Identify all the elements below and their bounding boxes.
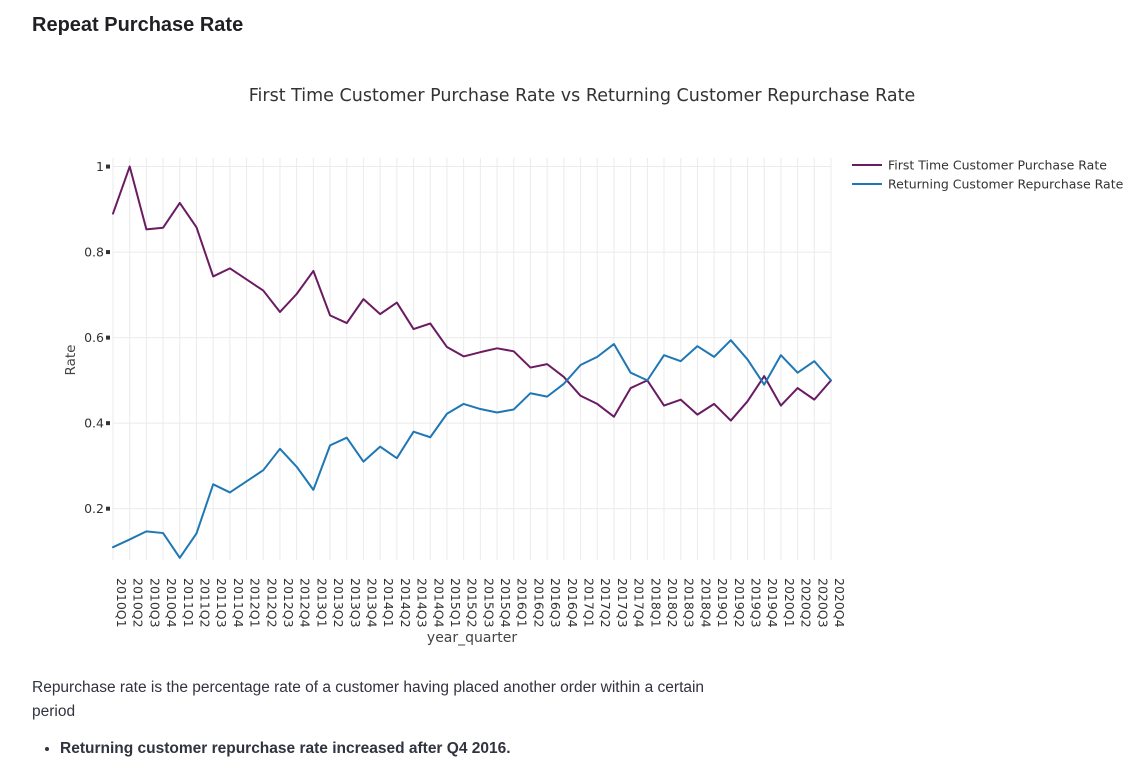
x-tick-label: 2013Q2 [331, 578, 346, 628]
x-tick-label: 2016Q2 [531, 578, 546, 628]
x-tick-label: 2017Q2 [598, 578, 613, 628]
x-tick-label: 2017Q1 [582, 578, 597, 628]
x-tick-label: 2016Q4 [565, 578, 580, 628]
x-tick-label: 2015Q4 [498, 578, 513, 628]
description-text: Repurchase rate is the percentage rate o… [32, 679, 705, 721]
y-axis-title: Rate [63, 345, 79, 376]
x-tick-label: 2011Q3 [214, 578, 229, 628]
x-tick-label: 2012Q3 [281, 578, 296, 628]
y-tick-mark [106, 335, 110, 340]
x-tick-label: 2018Q3 [682, 578, 697, 628]
returning-rate-line [112, 339, 832, 559]
x-tick-label: 2011Q4 [231, 578, 246, 628]
x-axis-title: year_quarter [427, 630, 517, 646]
x-tick-label: 2013Q1 [314, 578, 329, 628]
x-tick-label: 2013Q3 [348, 578, 363, 628]
line-chart: First Time Customer Purchase Rate vs Ret… [63, 86, 1124, 646]
y-tick-label: 0.8 [84, 245, 104, 260]
x-tick-label: 2019Q4 [765, 578, 780, 628]
x-tick-label: 2019Q3 [749, 578, 764, 628]
x-tick-label: 2014Q3 [415, 578, 430, 628]
x-tick-label: 2015Q3 [481, 578, 496, 628]
x-tick-label: 2012Q1 [248, 578, 263, 628]
x-tick-label: 2019Q2 [732, 578, 747, 628]
x-tick-label: 2017Q4 [632, 578, 647, 628]
insight-list: Returning customer repurchase rate incre… [32, 740, 511, 758]
x-tick-label: 2010Q3 [147, 578, 162, 628]
x-tick-label: 2018Q4 [698, 578, 713, 628]
y-tick-mark [106, 506, 110, 511]
y-tick-label: 0.2 [84, 501, 104, 516]
x-tick-label: 2017Q3 [615, 578, 630, 628]
chart-title: First Time Customer Purchase Rate vs Ret… [249, 86, 916, 106]
x-tick-label: 2018Q1 [648, 578, 663, 628]
x-tick-label: 2020Q1 [782, 578, 797, 628]
y-tick-label: 0.6 [84, 330, 104, 345]
x-tick-label: 2020Q2 [799, 578, 814, 628]
y-tick-mark [106, 250, 110, 255]
y-axis: 0.2 0.4 0.6 0.8 1 [84, 159, 110, 516]
x-axis: 2010Q1 2010Q2 2010Q3 2010Q4 2011Q1 2011Q2 2011… [114, 578, 847, 628]
x-tick-label: 2015Q2 [465, 578, 480, 628]
page-heading: Repeat Purchase Rate [32, 14, 244, 36]
y-tick-label: 0.4 [84, 416, 104, 431]
series-lines [112, 165, 832, 559]
x-tick-label: 2014Q4 [431, 578, 446, 628]
x-tick-label: 2012Q2 [264, 578, 279, 628]
insight-item: Returning customer repurchase rate incre… [60, 740, 511, 758]
x-tick-label: 2010Q2 [131, 578, 146, 628]
x-tick-label: 2011Q1 [181, 578, 196, 628]
y-tick-mark [106, 421, 110, 426]
x-tick-label: 2010Q4 [164, 578, 179, 628]
grid [112, 158, 832, 560]
y-tick-label: 1 [96, 159, 104, 174]
x-tick-label: 2016Q1 [515, 578, 530, 628]
first-time-rate-line [112, 165, 832, 422]
legend-label[interactable]: First Time Customer Purchase Rate [888, 158, 1107, 173]
x-tick-label: 2012Q4 [298, 578, 313, 628]
x-tick-label: 2016Q3 [548, 578, 563, 628]
x-tick-label: 2010Q1 [114, 578, 129, 628]
x-tick-label: 2013Q4 [364, 578, 379, 628]
x-tick-label: 2011Q2 [197, 578, 212, 628]
y-tick-mark [106, 164, 110, 169]
x-tick-label: 2019Q1 [715, 578, 730, 628]
x-tick-label: 2020Q4 [832, 578, 847, 628]
x-tick-label: 2014Q1 [381, 578, 396, 628]
x-tick-label: 2014Q2 [398, 578, 413, 628]
legend[interactable]: First Time Customer Purchase Rate Returni… [852, 158, 1124, 192]
legend-label[interactable]: Returning Customer Repurchase Rate [888, 177, 1124, 192]
x-tick-label: 2015Q1 [448, 578, 463, 628]
x-tick-label: 2020Q3 [815, 578, 830, 628]
x-tick-label: 2018Q2 [665, 578, 680, 628]
